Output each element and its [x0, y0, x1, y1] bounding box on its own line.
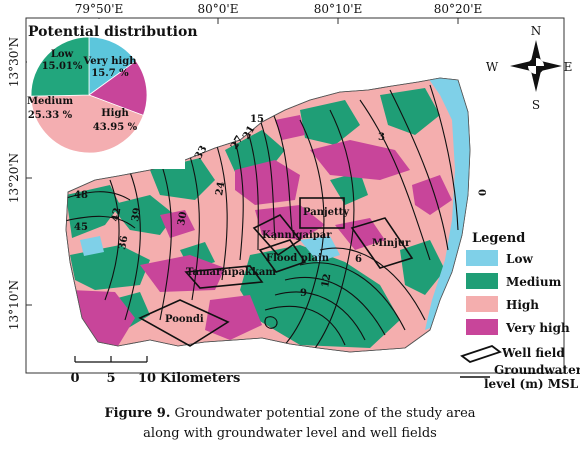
pie-slice-high [30, 94, 144, 154]
compass-n: N [531, 24, 542, 38]
pie-labels: Low 15.01% Very high 15.7 % High 43.95 %… [27, 49, 138, 133]
pie-label-high-name: High [101, 108, 129, 119]
compass-s: S [532, 98, 540, 112]
groundwater-contours [66, 84, 459, 352]
compass-e: E [564, 60, 573, 74]
lat-label-2: 13°20'N [7, 153, 21, 203]
contour-label-0: 0 [478, 189, 489, 196]
scale-tick-5: 5 [106, 371, 115, 386]
zone-very-high [70, 115, 452, 346]
contour-label-39: 39 [130, 207, 143, 223]
scale-tick-0: 0 [70, 371, 79, 386]
pie-label-medium-value: 25.33 % [28, 110, 73, 121]
caption-line-2: along with groundwater level and well fi… [143, 426, 437, 441]
map-frame [25, 17, 565, 374]
legend: Legend Low Medium High Very high Well fi… [460, 231, 580, 391]
well-field-labels: Panjetty Minjur Kannigaipar Flood plain … [165, 207, 411, 325]
well-field-minjur [350, 217, 414, 269]
contour-label-9: 9 [300, 288, 307, 299]
contour-label-30: 30 [176, 211, 189, 227]
well-field-tamaraipakkam [184, 265, 264, 289]
legend-label-high: High [506, 298, 539, 312]
longitude-labels: 79°50'E 80°0'E 80°10'E 80°20'E [75, 2, 483, 16]
pie-label-low-value: 15.01% [42, 61, 83, 72]
legend-swatch-very-high [466, 319, 498, 335]
label-kannigaipar: Kannigaipar [262, 230, 332, 241]
lon-label-1: 79°50'E [75, 2, 124, 16]
legend-swatch-low [466, 250, 498, 266]
legend-label-medium: Medium [506, 275, 562, 289]
legend-well-field-icon [460, 344, 502, 364]
pie-slice-very-high [88, 60, 148, 116]
lon-label-2: 80°0'E [198, 2, 239, 16]
caption-label: Figure 9. [104, 406, 171, 421]
legend-label-gw-2: level (m) MSL [484, 377, 579, 391]
well-fields [138, 197, 414, 347]
legend-label-gw-1: Groundwater [494, 363, 580, 377]
contour-label-3: 3 [378, 132, 385, 143]
scale-unit: Kilometers [160, 371, 240, 386]
scale-bar: 0 5 10 Kilometers [70, 356, 240, 386]
well-field-poondi [138, 299, 230, 347]
legend-label-low: Low [506, 252, 533, 266]
pie-label-veryhigh-value: 15.7 % [91, 68, 129, 79]
pie-title: Potential distribution [28, 24, 198, 40]
study-area: 48 45 42 39 36 30 24 21 27 33 15 12 9 6 … [65, 77, 489, 353]
pie-inset: Potential distribution Low 15.01% Very h… [27, 19, 198, 169]
contour-label-6: 6 [355, 254, 362, 265]
lat-label-3: 13°10'N [7, 280, 21, 330]
legend-swatch-high [466, 296, 498, 312]
lon-label-3: 80°10'E [314, 2, 363, 16]
lon-label-4: 80°20'E [434, 2, 483, 16]
label-minjur: Minjur [372, 238, 411, 249]
contour-label-12: 12 [320, 273, 333, 289]
zone-low [80, 78, 470, 330]
scale-tick-10: 10 [138, 371, 156, 386]
label-panjetty: Panjetty [303, 207, 350, 218]
contour-label-24: 24 [214, 181, 227, 197]
legend-title: Legend [472, 231, 525, 246]
legend-label-very-high: Very high [505, 321, 570, 335]
well-field-panjetty [299, 197, 345, 229]
pie-label-low-name: Low [51, 49, 74, 60]
compass-w: W [486, 60, 499, 74]
pie-label-medium-name: Medium [27, 96, 73, 107]
contour-label-42: 42 [110, 207, 123, 223]
label-poondi: Poondi [165, 314, 204, 325]
pie-slices [30, 36, 148, 154]
caption-line-1: Groundwater potential zone of the study … [170, 406, 476, 421]
contour-label-15: 15 [250, 114, 264, 125]
label-tamaraipakkam: Tamaraipakkam [186, 267, 276, 278]
contour-label-45: 45 [74, 222, 88, 233]
pie-slice-low [88, 36, 137, 96]
pie-slice-medium [30, 36, 90, 97]
lat-label-1: 13°30'N [7, 37, 21, 87]
compass-icon [510, 40, 562, 92]
well-field-flood-plain [258, 239, 307, 273]
pie-label-high-value: 43.95 % [93, 122, 138, 133]
contour-label-48: 48 [74, 190, 88, 201]
figure-caption-2: along with groundwater level and well fi… [0, 426, 580, 441]
label-flood-plain: Flood plain [266, 253, 330, 264]
legend-swatch-medium [466, 273, 498, 289]
contour-label-36: 36 [117, 235, 130, 251]
figure-caption: Figure 9. Groundwater potential zone of … [0, 406, 580, 421]
latitude-labels: 13°30'N 13°20'N 13°10'N [7, 37, 21, 330]
contour-labels: 48 45 42 39 36 30 24 21 27 33 15 12 9 6 … [74, 114, 489, 299]
legend-label-well-field: Well field [501, 346, 565, 360]
pie-label-veryhigh-name: Very high [82, 56, 137, 67]
compass-rose: N S W E [486, 24, 573, 112]
